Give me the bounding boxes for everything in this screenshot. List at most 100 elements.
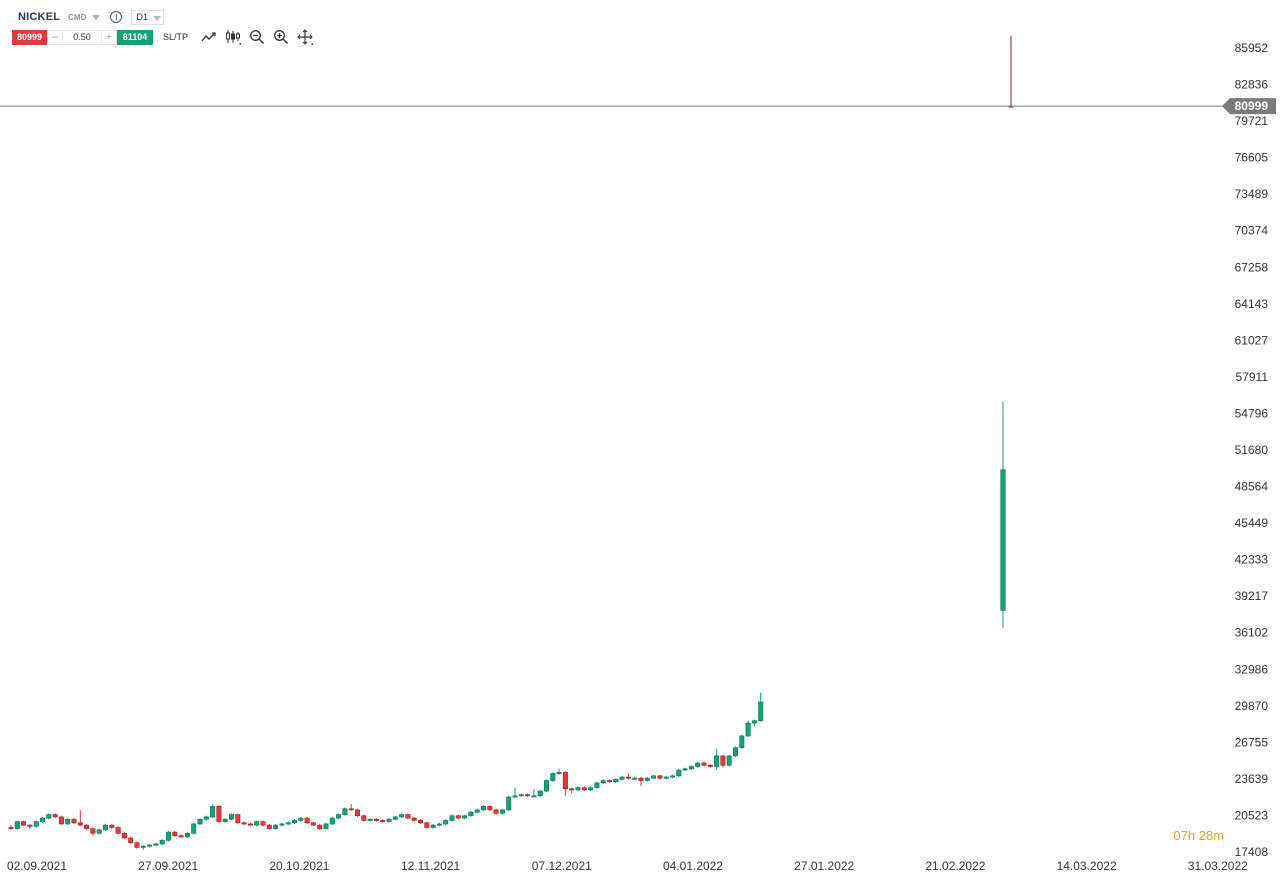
candle-body	[632, 777, 638, 780]
info-icon[interactable]: i	[110, 11, 123, 23]
current-price-tag	[1222, 98, 1276, 115]
candle-body	[229, 814, 235, 820]
volume-increase-button[interactable]: +	[105, 30, 113, 43]
candle-body	[203, 816, 209, 820]
x-tick-label: 07.12.2021	[532, 859, 592, 873]
candle-body	[707, 764, 713, 767]
sell-button[interactable]: 80999	[12, 29, 47, 45]
candle-body	[260, 821, 266, 826]
candle-body	[134, 842, 140, 848]
candle-body	[166, 831, 172, 841]
x-tick-label: 02.09.2021	[7, 859, 67, 873]
candle-body	[128, 837, 134, 844]
timeframe-select[interactable]: D1	[131, 9, 165, 25]
candle-body	[468, 811, 474, 817]
candle-body	[33, 821, 39, 827]
candle-body	[575, 787, 581, 791]
candle-body	[405, 814, 411, 819]
sl-tp-button[interactable]: SL/TP	[163, 32, 189, 42]
candle-body	[216, 806, 222, 822]
candle-body	[669, 775, 675, 778]
candle-body	[720, 755, 726, 766]
y-tick-label: 17408	[1235, 845, 1269, 859]
y-tick-label: 51680	[1235, 443, 1269, 457]
zoom-out-icon[interactable]	[248, 29, 266, 45]
candle-body	[323, 823, 329, 829]
candle-body	[380, 820, 386, 822]
candle-body	[619, 776, 625, 780]
candle-body	[172, 831, 178, 836]
candle-body	[732, 747, 738, 757]
x-tick-label: 27.09.2021	[138, 859, 198, 873]
y-tick-label: 82836	[1235, 78, 1269, 92]
candle-body	[336, 814, 342, 819]
candle-body	[695, 762, 701, 767]
trade-row: 80999 – 0.50 + 81104 SL/TP	[12, 29, 320, 45]
candle-body	[588, 787, 594, 791]
candle-body	[140, 845, 146, 848]
y-tick-label: 26755	[1235, 735, 1269, 749]
candle-body	[304, 817, 310, 824]
candle-body	[197, 818, 203, 825]
countdown-hours-unit: h	[1187, 828, 1196, 843]
x-tick-label: 31.03.2022	[1188, 859, 1248, 873]
countdown-minutes-unit: m	[1213, 828, 1224, 843]
candle-body	[14, 821, 20, 829]
candle-body	[474, 809, 480, 813]
move-icon[interactable]	[296, 29, 314, 45]
candle-body	[58, 816, 64, 825]
candle-body	[153, 843, 159, 846]
y-tick-label: 54796	[1235, 406, 1269, 420]
chevron-down-icon[interactable]	[92, 14, 101, 20]
candle-body	[751, 720, 757, 724]
candle-body	[726, 755, 732, 766]
candle-body	[430, 824, 436, 828]
countdown-minutes: 28	[1198, 828, 1214, 843]
candle-body	[361, 815, 367, 821]
current-price-label: 80999	[1235, 99, 1269, 113]
instrument-row: NICKEL CMD i D1	[18, 8, 165, 26]
candle-body	[569, 788, 575, 791]
candlestick-icon[interactable]	[224, 29, 242, 45]
candle-body	[556, 772, 562, 774]
candle-body	[254, 821, 260, 826]
candle-body	[600, 780, 606, 784]
candle-body	[285, 822, 291, 825]
y-tick-label: 23639	[1235, 772, 1269, 786]
candle-body	[487, 806, 493, 811]
candle-body	[701, 762, 707, 766]
countdown-hours: 07	[1173, 828, 1188, 843]
chart-toolbar: NICKEL CMD i D1 80999 – 0.50 + 81104 SL/…	[0, 0, 1220, 52]
candle-body	[184, 833, 190, 838]
zoom-in-icon[interactable]	[272, 29, 290, 45]
candle-body	[84, 824, 90, 829]
candle-body	[386, 818, 392, 822]
candle-body	[581, 787, 587, 791]
candle-body	[191, 823, 197, 834]
candle-body	[65, 818, 71, 825]
candle-body	[291, 820, 297, 824]
volume-input[interactable]: 0.50	[62, 30, 102, 44]
x-tick-label: 14.03.2022	[1057, 859, 1117, 873]
symbol-name[interactable]: NICKEL	[18, 11, 61, 23]
candle-body	[235, 814, 241, 824]
instrument-type: CMD	[68, 12, 87, 22]
line-chart-icon[interactable]	[200, 29, 218, 45]
candle-body	[96, 829, 102, 834]
candle-body	[310, 822, 316, 826]
candle-body	[651, 775, 657, 779]
candle-body	[758, 701, 764, 722]
candle-body	[613, 779, 619, 783]
volume-decrease-button[interactable]: –	[51, 30, 59, 43]
buy-button[interactable]: 81104	[117, 29, 153, 45]
candle-body	[90, 828, 96, 834]
y-tick-label: 73489	[1235, 187, 1269, 201]
candle-body	[537, 790, 543, 797]
candle-body	[745, 722, 751, 737]
y-tick-label: 29870	[1235, 699, 1269, 713]
x-tick-label: 27.01.2022	[794, 859, 854, 873]
candle-body	[103, 824, 109, 831]
candle-body	[27, 824, 33, 827]
candle-body	[1000, 469, 1006, 611]
